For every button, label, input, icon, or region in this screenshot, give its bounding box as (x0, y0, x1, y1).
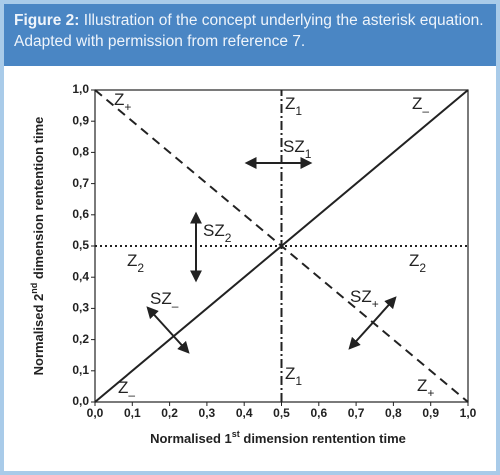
y-axis-title: Normalised 2nd dimension rentention time (29, 117, 46, 376)
y-tick-label: 0,0 (72, 394, 89, 408)
annotation: Z+ (417, 376, 434, 400)
x-tick-label: 0,4 (236, 406, 253, 420)
x-tick-label: 1,0 (460, 406, 477, 420)
x-axis-title: Normalised 1st dimension rentention time (150, 429, 406, 446)
y-tick-label: 0,7 (72, 176, 89, 190)
arrows (146, 157, 397, 354)
caption-text: Illustration of the concept underlying t… (14, 12, 484, 50)
caption: Figure 2: Illustration of the concept un… (4, 4, 496, 66)
y-tick-label: 0,3 (72, 301, 89, 315)
y-tick-label: 0,5 (72, 238, 89, 252)
y-tick-label: 0,2 (72, 332, 89, 346)
annotation: Z2 (409, 251, 426, 275)
x-tick-label: 0,7 (348, 406, 365, 420)
x-tick-label: 0,6 (310, 406, 327, 420)
y-tick-label: 0,6 (72, 207, 89, 221)
y-tick-label: 0,9 (72, 113, 89, 127)
annotations: Z+ Z1 Z– SZ1 SZ2 Z2 Z2 SZ– SZ+ Z1 Z– Z+ (94, 89, 469, 403)
annotation: Z2 (127, 251, 144, 275)
annotation: Z+ (114, 90, 131, 114)
y-tick-label: 0,1 (72, 363, 89, 377)
x-tick-label: 0,2 (161, 406, 178, 420)
x-tick-label: 0,9 (422, 406, 439, 420)
annotation: SZ1 (283, 137, 312, 161)
x-tick-label: 0,5 (273, 406, 290, 420)
caption-label: Figure 2: (14, 12, 80, 29)
annotation: Z– (118, 378, 135, 402)
y-tick-label: 0,4 (72, 269, 89, 283)
annotation: SZ2 (203, 221, 232, 245)
annotation: SZ– (150, 289, 179, 313)
y-tick-label: 0,8 (72, 145, 89, 159)
chart: Normalised 1st dimension rentention time… (29, 82, 477, 446)
x-tick-label: 0,3 (199, 406, 216, 420)
annotation: Z– (412, 94, 429, 118)
x-tick-label: 0,1 (124, 406, 141, 420)
y-tick-label: 1,0 (72, 82, 89, 96)
x-tick-label: 0,8 (385, 406, 402, 420)
x-tick-label: 0,0 (87, 406, 104, 420)
annotation: Z1 (285, 94, 302, 118)
annotation: Z1 (285, 364, 302, 388)
annotation: SZ+ (350, 287, 379, 311)
series-line (94, 89, 469, 403)
arrow (146, 306, 190, 354)
